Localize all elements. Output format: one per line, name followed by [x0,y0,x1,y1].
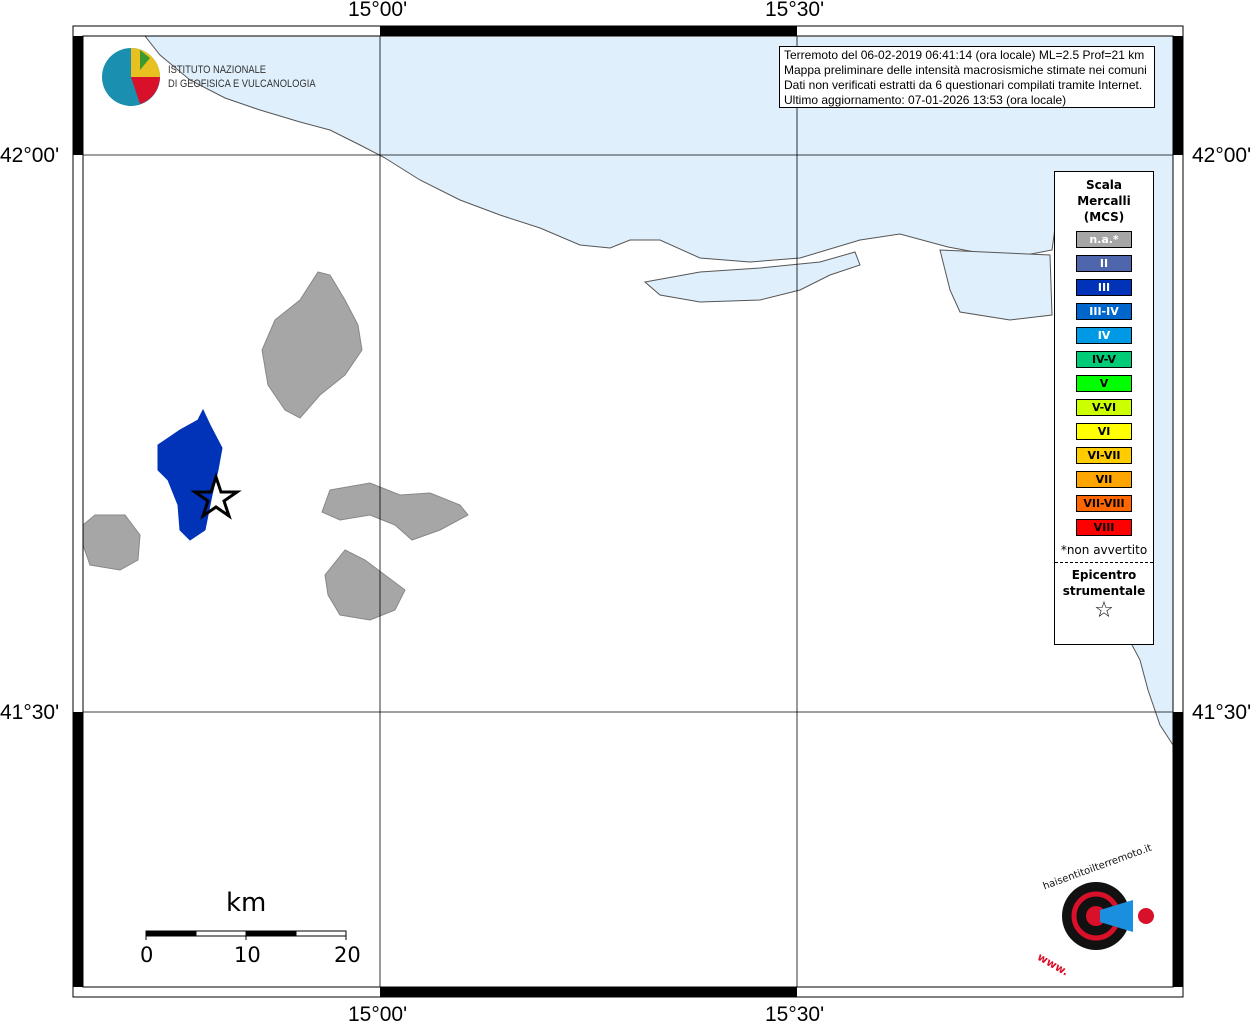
info-line: Ultimo aggiornamento: 07-01-2026 13:53 (… [784,93,1067,107]
epicenter-label-1: Epicentro [1071,568,1137,582]
legend-note: *non avvertito [1060,543,1148,557]
mcs-legend: Scala Mercalli (MCS) n.a.* II III III-IV IV I… [1054,171,1154,645]
lon-label-top: 15°30' [765,0,825,21]
info-line: Terremoto del 06-02-2019 06:41:14 (ora l… [784,48,1145,62]
legend-swatch: VII-VIII [1076,495,1132,512]
legend-swatch: VII [1076,471,1132,488]
star-icon: ☆ [1094,598,1114,623]
legend-title: Scala Mercalli (MCS) [1055,177,1153,225]
lat-label-left: 42°00' [0,144,60,167]
scale-tick: 20 [334,943,361,967]
legend-title-1: Scala [1085,178,1123,192]
event-info-box: Terremoto del 06-02-2019 06:41:14 (ora l… [779,46,1155,108]
epicenter-legend: Epicentro strumentale ☆ [1055,562,1153,623]
legend-swatch: III-IV [1076,303,1132,320]
scale-bar [145,930,347,940]
legend-swatch: II [1076,255,1132,272]
lat-label-right: 41°30' [1192,701,1252,724]
municipality-not-felt [321,482,469,541]
info-line: Dati non verificati estratti da 6 questi… [784,78,1143,92]
hsit-logo-icon [1062,882,1154,950]
ingv-logo-text: ISTITUTO NAZIONALE DI GEOFISICA E VULCAN… [168,63,316,91]
scale-tick: 0 [140,943,154,967]
epicenter-star-icon [190,472,242,520]
lagoon [643,251,861,303]
lagoon-east [939,249,1053,321]
lon-label-bottom: 15°00' [348,1003,408,1026]
legend-swatch: III [1076,279,1132,296]
legend-title-3: (MCS) [1083,210,1125,224]
info-line: Mappa preliminare delle intensità macros… [784,63,1147,77]
legend-swatch: VI-VII [1076,447,1132,464]
legend-swatch: VI [1076,423,1132,440]
epicenter-label-2: strumentale [1062,584,1146,598]
legend-swatch: IV-V [1076,351,1132,368]
legend-swatch: V-VI [1076,399,1132,416]
sea [143,35,1174,747]
legend-title-2: Mercalli [1077,194,1131,208]
lat-label-right: 42°00' [1192,144,1252,167]
scale-tick: 10 [234,943,261,967]
municipality-not-felt [261,271,363,419]
legend-swatches: n.a.* II III III-IV IV IV-V V V-VI VI VI-VII VII VI… [1055,231,1153,536]
legend-swatch: VIII [1076,519,1132,536]
ingv-globe-icon [102,48,160,106]
legend-swatch: n.a.* [1076,231,1132,248]
municipality-not-felt [82,514,141,571]
ingv-line1: ISTITUTO NAZIONALE [168,64,267,76]
lon-label-bottom: 15°30' [765,1003,825,1026]
municipality-not-felt [324,549,406,621]
scale-unit: km [226,888,267,918]
lat-label-left: 41°30' [0,701,60,724]
legend-swatch: IV [1076,327,1132,344]
lon-label-top: 15°00' [348,0,408,21]
legend-swatch: V [1076,375,1132,392]
map-frame [72,25,1184,998]
ingv-line2: DI GEOFISICA E VULCANOLOGIA [168,78,316,90]
